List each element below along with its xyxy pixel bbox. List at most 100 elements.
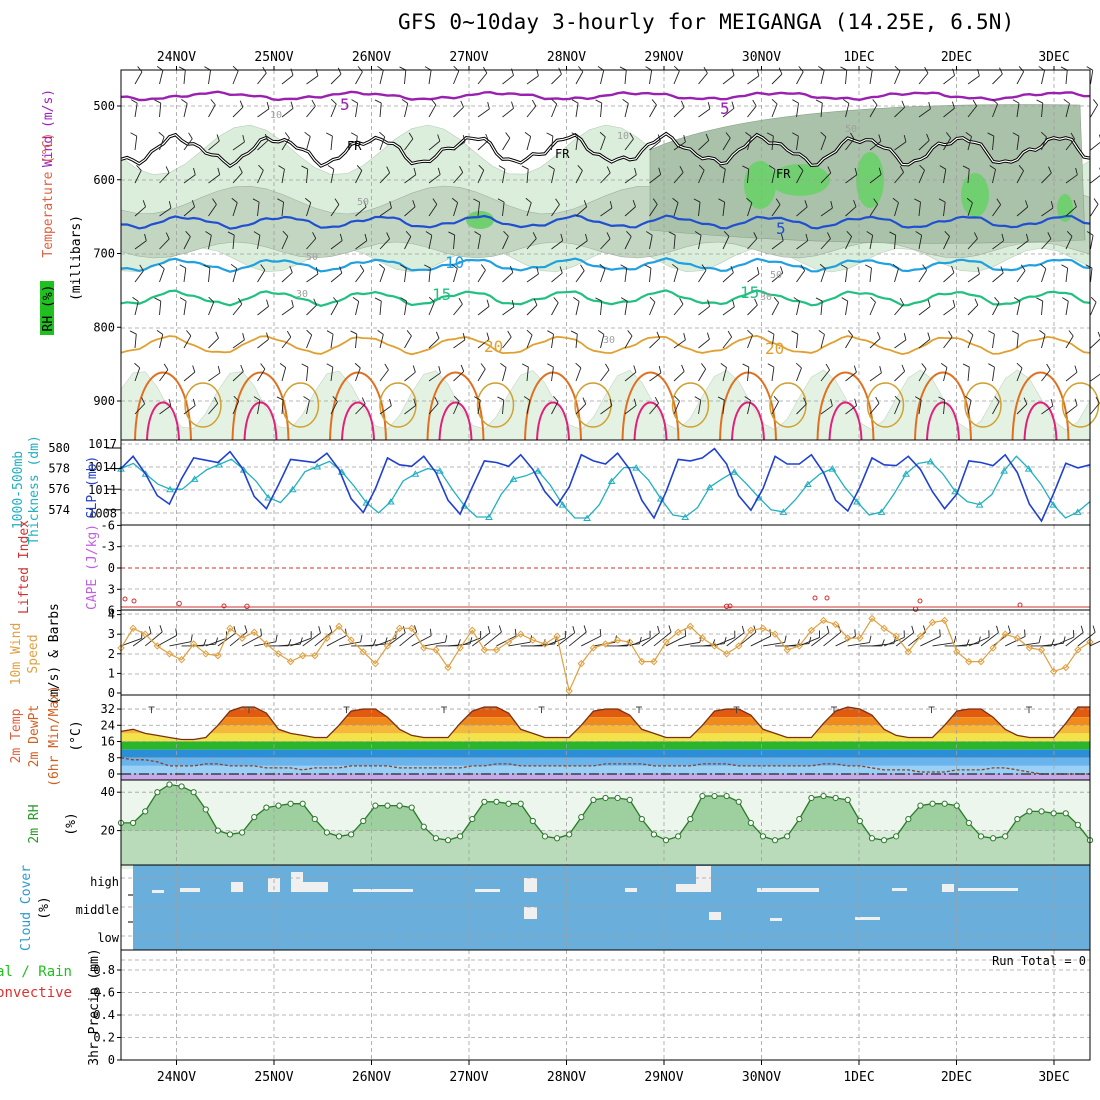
date-label-bottom: 25NOV	[254, 1070, 293, 1085]
upper-wind-barb	[480, 264, 486, 271]
upper-wind-barb	[722, 202, 726, 217]
upper-wind-barb	[404, 371, 416, 382]
upper-wind-barb	[992, 401, 1000, 415]
isotherm-30-loop	[341, 401, 375, 441]
upper-wind-barb	[967, 334, 974, 349]
wind10m-barb	[514, 628, 517, 636]
upper-wind-barb	[1075, 167, 1078, 175]
upper-wind-barb	[796, 240, 809, 250]
upper-wind-barb	[136, 164, 142, 171]
upper-wind-barb	[159, 70, 164, 85]
wind10m-speed-point	[892, 632, 900, 640]
isotherm-20-cell	[964, 382, 1002, 428]
upper-wind-barb	[747, 169, 750, 184]
upper-wind-barb	[355, 334, 358, 349]
wind10m-speed-point	[274, 650, 283, 658]
rh2m-point	[1050, 810, 1057, 817]
upper-wind-barb	[355, 170, 363, 184]
thickness-point	[681, 513, 690, 521]
wind10m-speed-point	[1037, 646, 1046, 654]
wind10m-barb	[423, 641, 446, 647]
upper-wind-barb	[511, 101, 514, 109]
contour-label: 15	[432, 285, 451, 304]
wind10m-barb	[275, 634, 278, 642]
upper-wind-barb	[575, 301, 580, 316]
upper-wind-barb	[967, 329, 974, 336]
wind10m-speed-point	[1074, 646, 1082, 654]
upper-wind-barb	[232, 401, 240, 415]
upper-wind-barb	[600, 268, 606, 283]
upper-wind-barb	[771, 401, 780, 415]
wind10m-speed-point	[468, 626, 476, 634]
upper-wind-barb	[1090, 175, 1100, 184]
date-label-top: 27NOV	[449, 50, 488, 65]
wind10m-barb	[784, 635, 787, 643]
upper-wind-barb	[798, 66, 804, 73]
upper-wind-barb	[477, 400, 481, 415]
rh-90-patch	[744, 161, 776, 209]
upper-wind-barb	[632, 200, 636, 207]
upper-wind-barb	[673, 202, 679, 217]
upper-wind-barb	[258, 164, 264, 171]
pressure-tick: 500	[93, 99, 115, 113]
upper-wind-barb	[921, 363, 927, 370]
upper-wind-barb	[1016, 270, 1026, 283]
wind10m-barb	[1092, 625, 1096, 633]
wind10m-speed-point	[395, 624, 404, 633]
rh2m-point	[771, 837, 779, 844]
upper-wind-barb	[134, 103, 138, 118]
upper-wind-barb	[894, 106, 905, 118]
upper-wind-barb	[435, 331, 440, 339]
upper-wind-barb	[1016, 362, 1023, 369]
upper-wind-barb	[217, 366, 221, 374]
upper-wind-barb	[967, 238, 978, 250]
upper-wind-barb	[210, 99, 216, 106]
upper-wind-barb	[820, 268, 826, 283]
upper-wind-barb	[870, 296, 876, 303]
cloud-unit-label: (%)	[37, 896, 52, 919]
rh2m-point	[444, 837, 452, 844]
cloud-cover-bar	[892, 888, 907, 891]
cloud-cover-bar	[757, 888, 819, 892]
upper-wind-barb	[306, 329, 313, 336]
wind10m-barb	[318, 626, 321, 634]
upper-wind-barb	[350, 330, 358, 335]
upper-wind-barb	[938, 396, 945, 401]
upper-wind-barb	[497, 198, 505, 203]
rh2m-point	[687, 815, 694, 823]
upper-wind-barb	[355, 103, 359, 118]
upper-wind-barb	[919, 164, 925, 171]
upper-wind-barb	[532, 232, 537, 239]
wind10m-barb	[299, 637, 303, 645]
rh2m-point	[384, 802, 391, 809]
rh2m-point	[832, 794, 839, 802]
wind10m-barb	[895, 632, 914, 647]
upper-wind-barb	[134, 301, 139, 316]
upper-wind-barb	[943, 400, 946, 415]
upper-wind-barb	[159, 268, 165, 283]
upper-wind-barb	[551, 334, 554, 349]
upper-wind-barb	[460, 100, 464, 108]
rh2m-point	[941, 800, 948, 807]
upper-wind-barb	[698, 164, 705, 171]
upper-wind-barb	[718, 198, 725, 203]
upper-wind-barb	[208, 174, 220, 184]
upper-wind-barb	[183, 405, 196, 415]
wind10m-barb	[854, 629, 856, 637]
upper-wind-barb	[330, 367, 334, 382]
upper-wind-barb	[1061, 264, 1068, 269]
upper-wind-barb	[987, 132, 995, 137]
contour-label: 5	[340, 95, 350, 114]
upper-wind-barb	[992, 302, 1000, 316]
slp-tick: 1014	[88, 460, 117, 474]
cloud-cover-bar	[770, 918, 782, 921]
upper-wind-barb	[707, 299, 711, 307]
upper-wind-barb	[306, 273, 319, 283]
wind10m-speed-point	[638, 657, 646, 666]
upper-wind-barb	[181, 99, 188, 104]
upper-wind-barb	[918, 169, 925, 184]
upper-wind-barb	[879, 366, 882, 374]
upper-wind-barb	[719, 165, 726, 170]
rh2m-point	[299, 800, 306, 807]
